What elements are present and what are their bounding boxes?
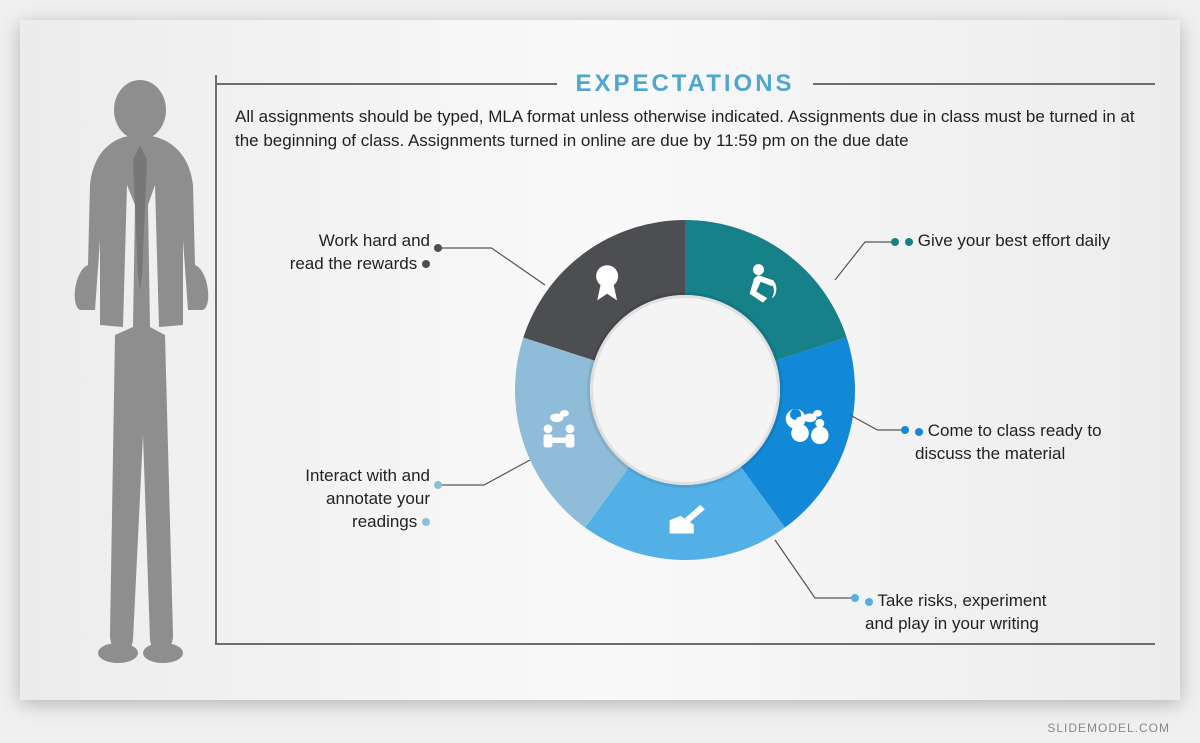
slide-frame: EXPECTATIONS All assignments should be t… bbox=[20, 20, 1180, 700]
label-dot-icon bbox=[915, 428, 923, 436]
donut-chart bbox=[505, 210, 865, 570]
page-title: EXPECTATIONS bbox=[557, 70, 812, 98]
label-dot-icon bbox=[422, 518, 430, 526]
label-text: Interact with and annotate your readings bbox=[305, 466, 430, 531]
label-text: Work hard and read the rewards bbox=[290, 231, 430, 273]
segment-label-2: Take risks, experiment and play in your … bbox=[865, 590, 1075, 636]
segment-label-4: Work hard and read the rewards bbox=[285, 230, 430, 276]
label-dot-icon bbox=[905, 238, 913, 246]
label-dot-icon bbox=[865, 598, 873, 606]
label-text: Give your best effort daily bbox=[918, 231, 1110, 250]
segment-label-1: Come to class ready to discuss the mater… bbox=[915, 420, 1125, 466]
label-text: Take risks, experiment and play in your … bbox=[865, 591, 1047, 633]
businessman-silhouette bbox=[55, 75, 225, 665]
title-row: EXPECTATIONS bbox=[215, 70, 1155, 98]
label-dot-icon bbox=[422, 260, 430, 268]
segment-label-0: Give your best effort daily bbox=[905, 230, 1115, 253]
watermark: SLIDEMODEL.COM bbox=[1047, 721, 1170, 735]
segment-label-3: Interact with and annotate your readings bbox=[285, 465, 430, 534]
label-text: Come to class ready to discuss the mater… bbox=[915, 421, 1102, 463]
subtitle-text: All assignments should be typed, MLA for… bbox=[235, 105, 1140, 153]
